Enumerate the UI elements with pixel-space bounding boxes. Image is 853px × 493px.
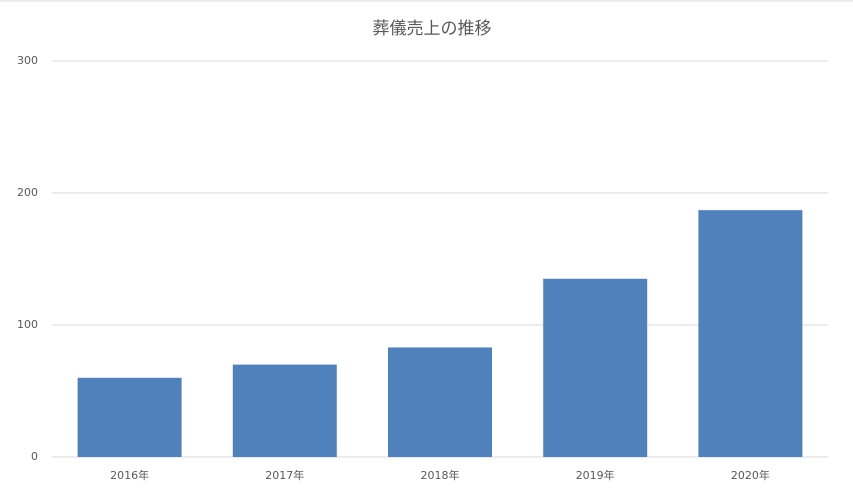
- bar: [543, 278, 648, 457]
- x-tick-label: 2018年: [421, 468, 460, 482]
- y-tick-label: 200: [17, 186, 38, 199]
- bar: [232, 364, 337, 457]
- x-tick-label: 2016年: [110, 468, 149, 482]
- bar: [388, 347, 492, 457]
- bar: [77, 377, 182, 457]
- y-tick-label: 300: [17, 54, 38, 67]
- bar: [698, 210, 803, 457]
- y-tick-label: 0: [31, 450, 38, 463]
- chart-title: 葬儀売上の推移: [373, 19, 492, 39]
- x-tick-label: 2019年: [576, 468, 615, 482]
- x-tick-label: 2020年: [731, 468, 770, 482]
- y-tick-label: 100: [17, 318, 38, 331]
- x-tick-label: 2017年: [265, 468, 304, 482]
